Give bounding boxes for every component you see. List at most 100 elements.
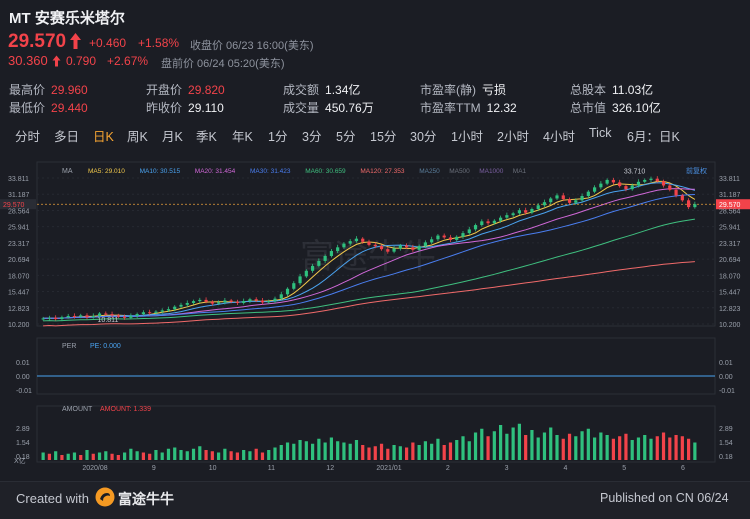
candle-body xyxy=(593,187,597,192)
amount-bar xyxy=(574,436,578,460)
amount-bar xyxy=(674,435,678,460)
candle-body xyxy=(442,235,446,238)
up-arrow-small-icon xyxy=(52,55,61,67)
amount-y-tick-right: 1.54 xyxy=(719,440,733,447)
candle-body xyxy=(467,229,471,234)
main-y-axis: 33.811 33.811 31.187 31.187 28.564 28.564 25.9… xyxy=(8,176,741,329)
tab-june-daily[interactable]: 6月：日K xyxy=(627,130,680,144)
per-y-tick-left: 0.00 xyxy=(16,374,30,381)
candle-body xyxy=(649,178,653,180)
stat-turnover: 成交额 1.34亿 xyxy=(283,83,361,97)
y-tick-left: 33.811 xyxy=(8,176,29,183)
candle-body xyxy=(248,299,252,302)
amount-bar xyxy=(248,451,252,460)
candle-body xyxy=(66,315,70,318)
candle-body xyxy=(530,208,534,213)
candle-body xyxy=(687,200,691,208)
candle-body xyxy=(605,179,609,184)
x-tick-label: 5 xyxy=(622,465,626,472)
tab-quarterly-k[interactable]: 季K xyxy=(196,130,217,144)
amount-bar xyxy=(530,430,534,460)
tab-2hour[interactable]: 2小时 xyxy=(497,130,529,144)
amount-bar xyxy=(354,440,359,460)
candle-body xyxy=(85,315,89,318)
candle-body xyxy=(618,182,622,187)
x-axis-labels: 2020/08 9 10 11 12 2021/01 2 3 4 5 6 xyxy=(82,465,685,472)
tab-daily-k[interactable]: 日K xyxy=(93,130,114,144)
candle-body xyxy=(229,300,233,302)
y-tick-left: 25.941 xyxy=(8,225,30,232)
amount-pane-frame xyxy=(36,405,716,463)
amount-y-tick-right: 2.89 xyxy=(719,426,733,433)
amount-pane: AMOUNT AMOUNT: 1.339 2.89 2.89 1.54 1.54 0.18 0… xyxy=(14,406,733,465)
y-tick-right: 33.811 xyxy=(719,176,740,183)
amount-bar xyxy=(229,451,233,460)
candle-body xyxy=(567,199,572,203)
tab-1hour[interactable]: 1小时 xyxy=(451,130,483,144)
stock-chart[interactable]: 富途牛牛 MA MA5: 29.010 MA10: 30.515 MA20: 31.4… xyxy=(0,148,750,481)
amount-bar xyxy=(361,445,365,460)
stat-pe-ttm: 市盈率TTM 12.32 xyxy=(420,101,517,115)
tab-1min[interactable]: 1分 xyxy=(268,130,288,144)
amount-bar xyxy=(217,452,221,460)
amount-bar xyxy=(148,453,152,460)
created-with-label: Created with xyxy=(16,491,89,506)
candle-body xyxy=(379,246,384,250)
tab-intraday[interactable]: 分时 xyxy=(15,130,41,144)
amount-bar xyxy=(110,453,114,460)
amount-bar xyxy=(66,453,70,460)
amount-bar xyxy=(304,441,308,460)
tab-5min[interactable]: 5分 xyxy=(336,130,356,144)
candle-body xyxy=(336,247,340,252)
amount-bar xyxy=(311,443,315,460)
tab-monthly-k[interactable]: 月K xyxy=(162,130,183,144)
amount-bar xyxy=(367,447,371,460)
stock-title: MT 安赛乐米塔尔 xyxy=(9,10,125,27)
candle-body xyxy=(680,195,684,201)
candle-body xyxy=(135,314,139,316)
tab-multiday[interactable]: 多日 xyxy=(54,130,80,144)
candle-body xyxy=(423,242,427,247)
candle-body xyxy=(624,186,628,190)
y-tick-right: 15.447 xyxy=(719,290,741,297)
candle-body xyxy=(242,301,246,303)
amount-bar xyxy=(41,452,45,460)
tab-yearly-k[interactable]: 年K xyxy=(232,130,253,144)
candle-body xyxy=(430,239,434,243)
candle-body xyxy=(292,283,296,289)
amount-bar xyxy=(398,446,402,460)
amount-bar xyxy=(292,443,296,460)
stat-open: 开盘价 29.820 xyxy=(146,83,225,97)
x-tick-label: 9 xyxy=(152,465,156,472)
candle-body xyxy=(542,202,547,206)
tab-15min[interactable]: 15分 xyxy=(370,130,397,144)
amount-bar xyxy=(254,448,258,460)
tab-3min[interactable]: 3分 xyxy=(302,130,322,144)
footer-bar xyxy=(0,481,750,519)
candle-body xyxy=(373,244,377,247)
amount-bar xyxy=(336,441,340,460)
candle-body xyxy=(160,310,164,312)
amount-bar xyxy=(223,448,227,460)
candle-body xyxy=(285,288,290,295)
amount-bar xyxy=(405,447,409,460)
tab-tick[interactable]: Tick xyxy=(589,126,612,140)
ma-legend-item: MA60: 30.659 xyxy=(305,168,346,175)
amount-bar xyxy=(411,442,415,460)
tab-30min[interactable]: 30分 xyxy=(410,130,437,144)
stat-low: 最低价 29.440 xyxy=(9,101,88,115)
main-grid xyxy=(37,177,715,325)
candle-body xyxy=(129,315,133,318)
candle-body xyxy=(505,215,509,218)
x-tick-label: 2021/01 xyxy=(376,465,401,472)
tab-4hour[interactable]: 4小时 xyxy=(543,130,575,144)
price-change: +0.460 xyxy=(89,36,127,50)
candle-body xyxy=(267,301,271,303)
adjust-mode-label: 前复权 xyxy=(686,166,707,175)
tab-weekly-k[interactable]: 周K xyxy=(127,130,148,144)
stat-high: 最高价 29.960 xyxy=(9,83,88,97)
amount-bar xyxy=(279,445,283,460)
candle-body xyxy=(693,204,697,208)
close-time-label: 收盘价 06/23 16:00(美东) xyxy=(190,40,314,52)
candle-body xyxy=(455,236,459,240)
